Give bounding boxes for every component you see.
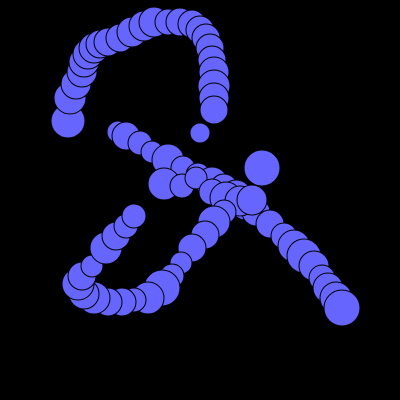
stroke-dot (184, 166, 208, 190)
stroke-dot (243, 149, 281, 187)
stroke-dot (189, 122, 211, 144)
stroke-dot (236, 184, 268, 216)
stroke-dot (199, 95, 229, 125)
stroke-dot (323, 289, 361, 327)
stroke-dot (121, 203, 147, 229)
